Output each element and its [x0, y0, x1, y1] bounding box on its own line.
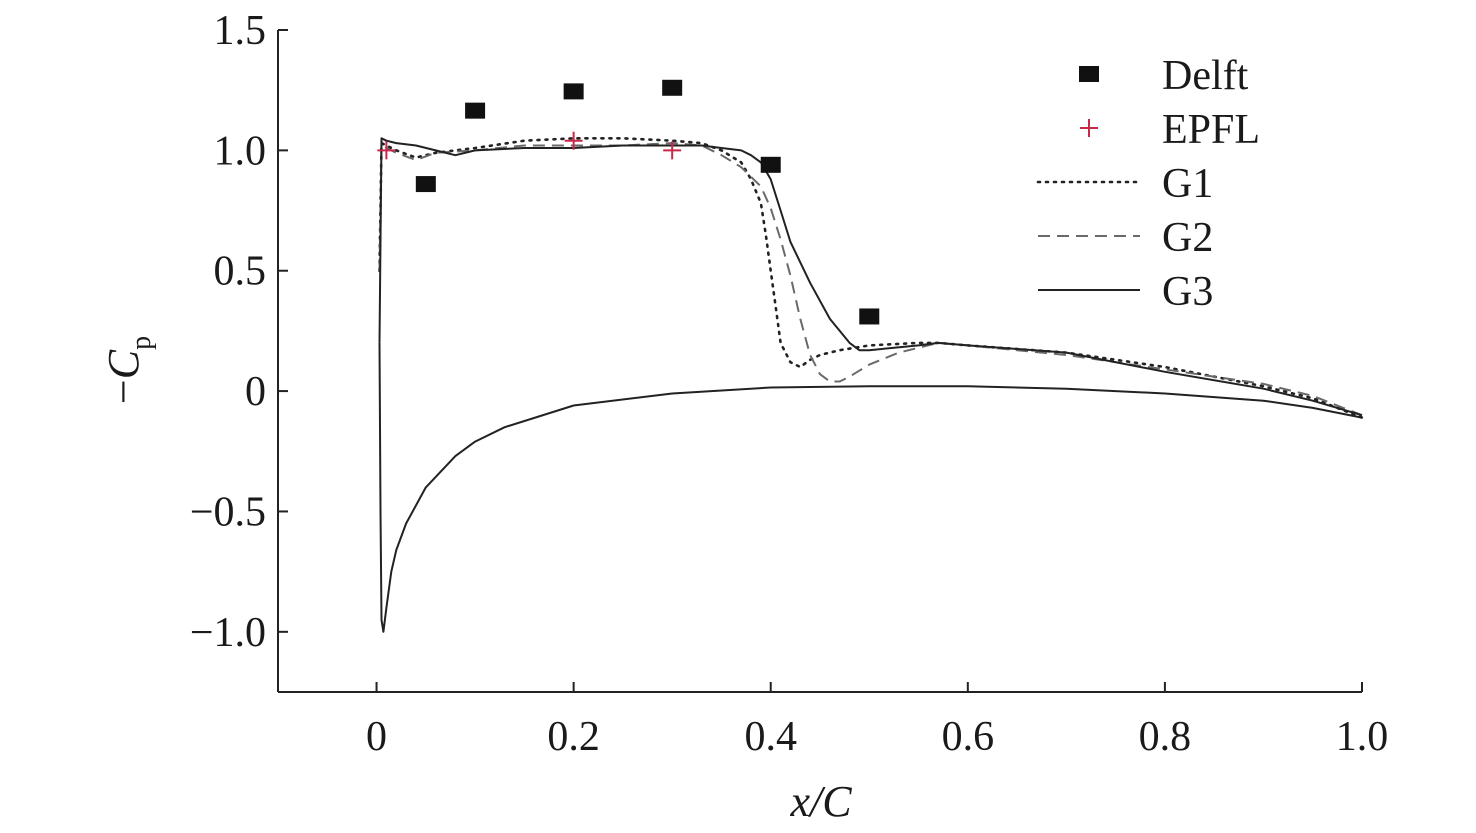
legend-label-g1: G1: [1162, 161, 1213, 207]
y-tick-label: 0.5: [214, 249, 267, 295]
point-epfl: [663, 141, 682, 160]
x-tick-label: 0.2: [547, 714, 600, 760]
point-epfl: [377, 141, 396, 160]
legend-swatch-delft: [1079, 66, 1099, 82]
legend-item-g3: G3: [1038, 269, 1213, 315]
x-tick-label: 1.0: [1336, 714, 1389, 760]
y-tick-label: −1.0: [190, 610, 266, 656]
series-line-lower-surface: [378, 342, 1363, 633]
y-tick-label: 1.0: [214, 128, 267, 174]
x-tick-label: 0.4: [744, 714, 797, 760]
legend-item-epfl: EPFL: [1080, 107, 1260, 153]
legend-label-epfl: EPFL: [1162, 107, 1260, 153]
legend-item-delft: Delft: [1079, 53, 1249, 99]
legend: Delft EPFL G1 G2 G3: [1036, 53, 1260, 315]
y-axis-title-symbol: C: [99, 349, 148, 379]
legend-label-delft: Delft: [1162, 53, 1249, 99]
x-axis-title: x/C: [789, 777, 852, 826]
legend-item-g2: G2: [1038, 215, 1213, 261]
point-delft: [415, 176, 436, 193]
legend-label-g3: G3: [1162, 269, 1213, 315]
y-axis-title-subscript: p: [126, 336, 157, 350]
y-tick-label: 1.5: [214, 8, 267, 54]
svg-text:−Cp: −Cp: [99, 336, 157, 404]
point-delft: [859, 308, 880, 325]
x-tick-label: 0.6: [942, 714, 995, 760]
legend-label-g2: G2: [1162, 215, 1213, 261]
y-axis-title-prefix: −: [99, 379, 148, 404]
point-delft: [465, 102, 486, 119]
point-epfl: [564, 131, 583, 150]
series-layer: [377, 79, 1364, 633]
point-delft: [760, 156, 781, 173]
y-tick-label: −0.5: [190, 489, 266, 535]
series-line-g3: [378, 137, 1363, 417]
series-line-g2: [378, 142, 1363, 417]
x-tick-label: 0.8: [1139, 714, 1192, 760]
axes: 0 0.2 0.4 0.6 0.8 1.0 1.5 1.0 0.5 0 −0.5 −1.0: [190, 8, 1388, 760]
y-tick-label: 0: [245, 369, 266, 415]
legend-swatch-epfl: [1080, 119, 1098, 137]
x-tick-label: 0: [366, 714, 387, 760]
y-axis-title: −Cp: [99, 336, 157, 404]
point-delft: [662, 79, 683, 96]
point-delft: [563, 83, 584, 100]
legend-item-g1: G1: [1036, 161, 1213, 207]
